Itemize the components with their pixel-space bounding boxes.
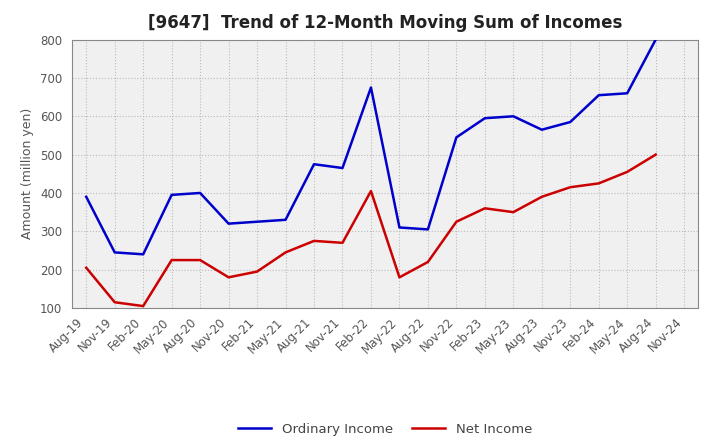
Net Income (366, 188, 375, 194)
Net Income (253, 269, 261, 274)
Ordinary Income (595, 92, 603, 98)
Net Income (652, 152, 660, 157)
Net Income (595, 181, 603, 186)
Net Income (82, 265, 91, 270)
Title: [9647]  Trend of 12-Month Moving Sum of Incomes: [9647] Trend of 12-Month Moving Sum of I… (148, 15, 622, 33)
Net Income (310, 238, 318, 244)
Y-axis label: Amount (million yen): Amount (million yen) (22, 108, 35, 239)
Ordinary Income (452, 135, 461, 140)
Ordinary Income (509, 114, 518, 119)
Ordinary Income (110, 250, 119, 255)
Ordinary Income (282, 217, 290, 223)
Ordinary Income (423, 227, 432, 232)
Net Income (566, 185, 575, 190)
Line: Ordinary Income: Ordinary Income (86, 40, 656, 254)
Ordinary Income (366, 85, 375, 90)
Ordinary Income (310, 161, 318, 167)
Ordinary Income (623, 91, 631, 96)
Ordinary Income (652, 37, 660, 42)
Ordinary Income (480, 116, 489, 121)
Net Income (509, 209, 518, 215)
Ordinary Income (82, 194, 91, 199)
Legend: Ordinary Income, Net Income: Ordinary Income, Net Income (233, 418, 538, 440)
Net Income (225, 275, 233, 280)
Ordinary Income (566, 119, 575, 125)
Net Income (452, 219, 461, 224)
Ordinary Income (139, 252, 148, 257)
Ordinary Income (253, 219, 261, 224)
Ordinary Income (338, 165, 347, 171)
Net Income (423, 259, 432, 264)
Ordinary Income (167, 192, 176, 198)
Ordinary Income (537, 127, 546, 132)
Ordinary Income (196, 191, 204, 196)
Line: Net Income: Net Income (86, 154, 656, 306)
Net Income (338, 240, 347, 246)
Net Income (395, 275, 404, 280)
Net Income (537, 194, 546, 199)
Net Income (480, 205, 489, 211)
Net Income (623, 169, 631, 175)
Net Income (139, 304, 148, 309)
Net Income (282, 250, 290, 255)
Net Income (167, 257, 176, 263)
Ordinary Income (395, 225, 404, 230)
Ordinary Income (225, 221, 233, 226)
Net Income (196, 257, 204, 263)
Net Income (110, 300, 119, 305)
